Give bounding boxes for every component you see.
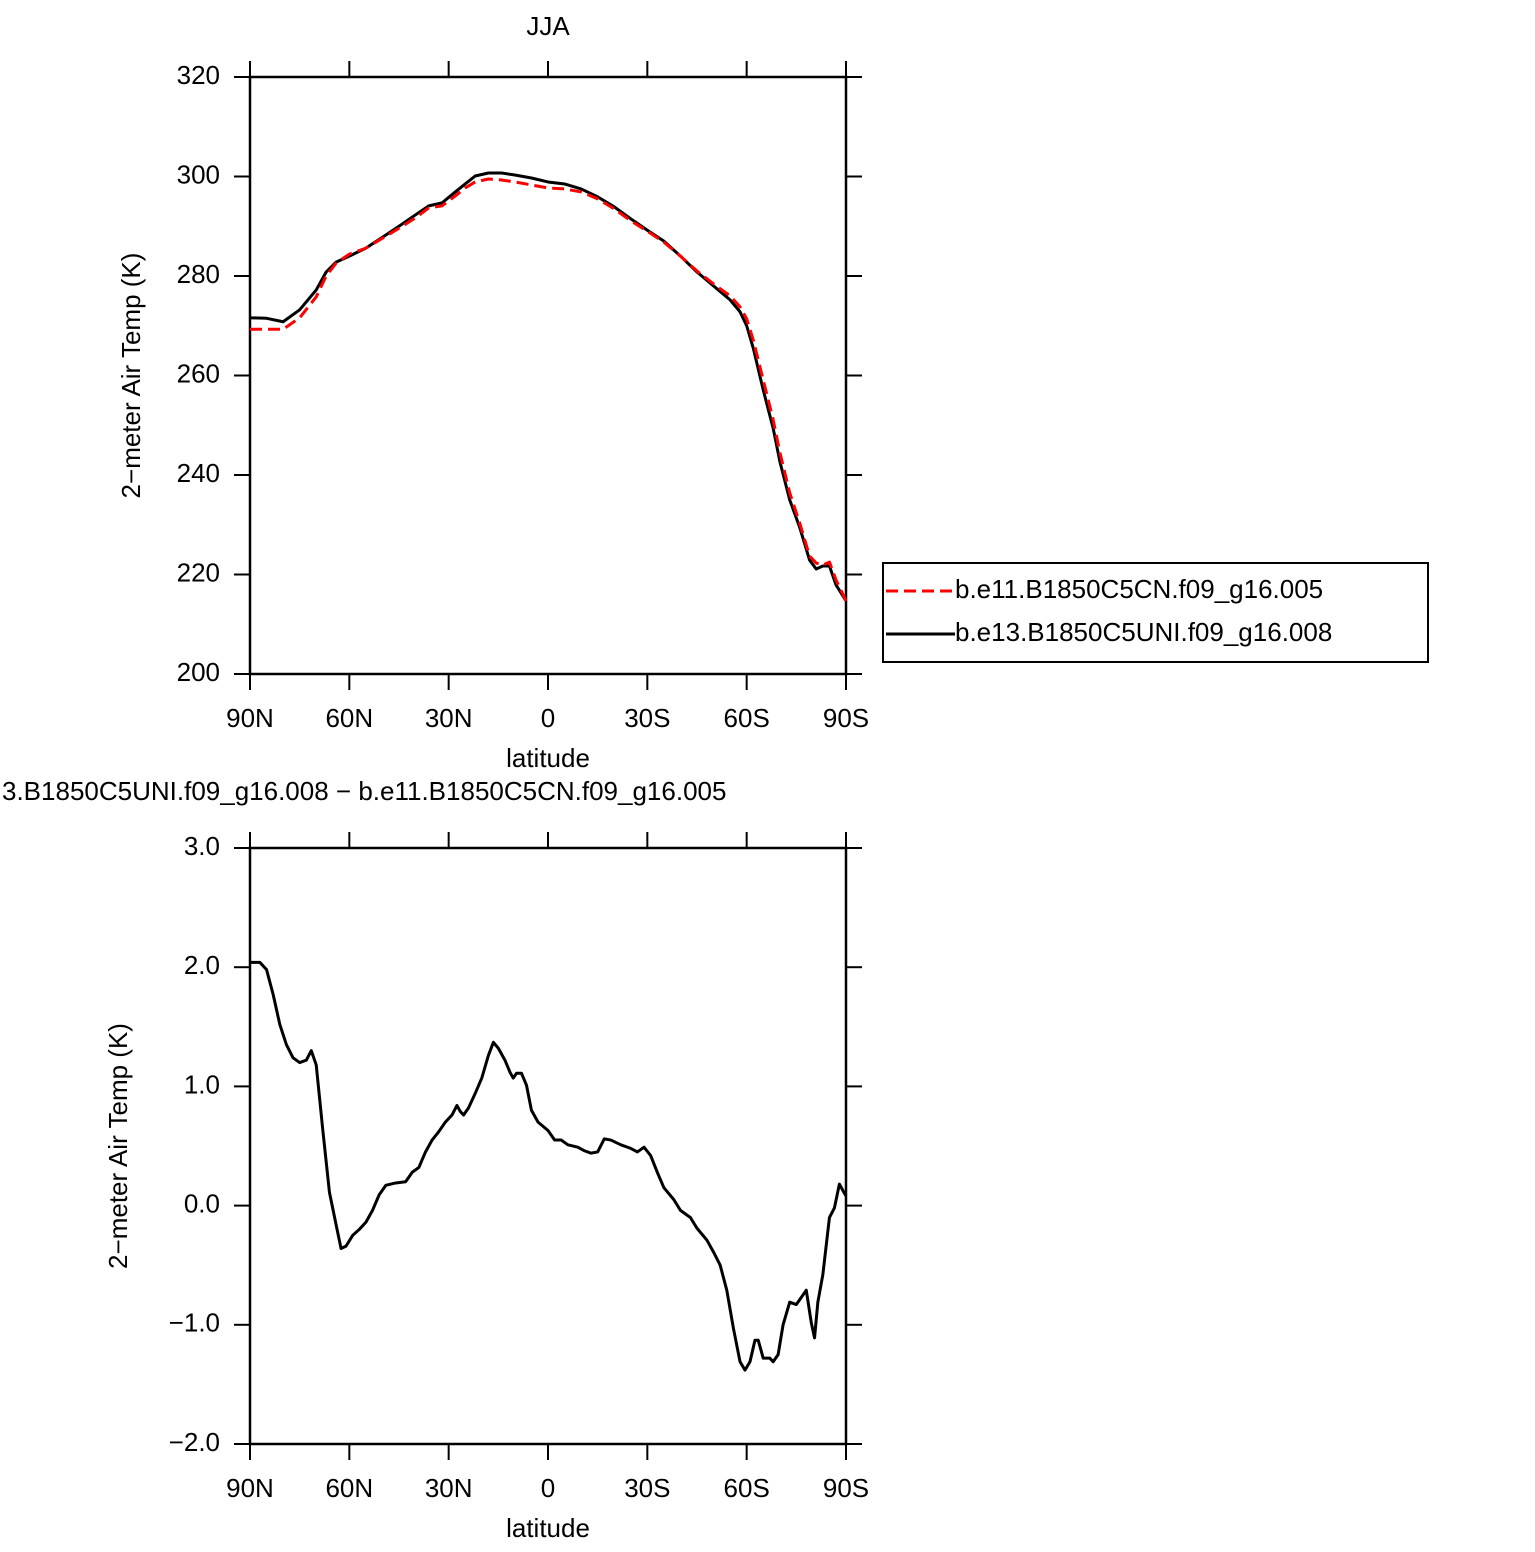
y-tick-label: 320 — [177, 60, 220, 90]
x-tick-label: 0 — [541, 703, 555, 733]
y-tick-label: 200 — [177, 657, 220, 687]
y-tick-label: 240 — [177, 458, 220, 488]
data-line — [250, 177, 848, 602]
y-tick-label: 3.0 — [184, 831, 220, 861]
y-tick-label: 0.0 — [184, 1188, 220, 1218]
legend-label: b.e13.B1850C5UNI.f09_g16.008 — [955, 617, 1332, 647]
legend-label: b.e11.B1850C5CN.f09_g16.005 — [955, 574, 1323, 604]
y-tick-label: 280 — [177, 259, 220, 289]
x-tick-label: 90S — [823, 703, 869, 733]
x-tick-label: 30N — [425, 703, 473, 733]
x-tick-label: 30N — [425, 1473, 473, 1503]
x-tick-label: 60S — [724, 703, 770, 733]
y-axis-label: 2−meter Air Temp (K) — [116, 253, 146, 499]
x-tick-label: 30S — [624, 703, 670, 733]
plot-frame — [248, 75, 848, 676]
y-tick-label: 220 — [177, 557, 220, 587]
x-tick-label: 30S — [624, 1473, 670, 1503]
x-tick-label: 60N — [325, 1473, 373, 1503]
y-axis-label: 2−meter Air Temp (K) — [103, 1023, 133, 1269]
chart-title: 3.B1850C5UNI.f09_g16.008 − b.e11.B1850C5… — [2, 776, 726, 806]
x-tick-label: 90N — [226, 1473, 274, 1503]
y-tick-label: −1.0 — [169, 1308, 220, 1338]
x-tick-label: 0 — [541, 1473, 555, 1503]
y-tick-label: −2.0 — [169, 1427, 220, 1457]
x-tick-label: 90S — [823, 1473, 869, 1503]
x-axis-label: latitude — [506, 1513, 590, 1543]
y-tick-label: 1.0 — [184, 1069, 220, 1099]
x-tick-label: 90N — [226, 703, 274, 733]
plot-frame — [248, 846, 848, 1446]
chart-title: JJA — [526, 11, 570, 41]
y-tick-label: 300 — [177, 159, 220, 189]
data-line — [250, 960, 848, 1372]
x-tick-label: 60S — [724, 1473, 770, 1503]
y-tick-label: 2.0 — [184, 950, 220, 980]
data-line — [249, 171, 848, 602]
y-tick-label: 260 — [177, 358, 220, 388]
x-axis-label: latitude — [506, 743, 590, 773]
x-tick-label: 60N — [325, 703, 373, 733]
legend-box — [882, 562, 1429, 663]
